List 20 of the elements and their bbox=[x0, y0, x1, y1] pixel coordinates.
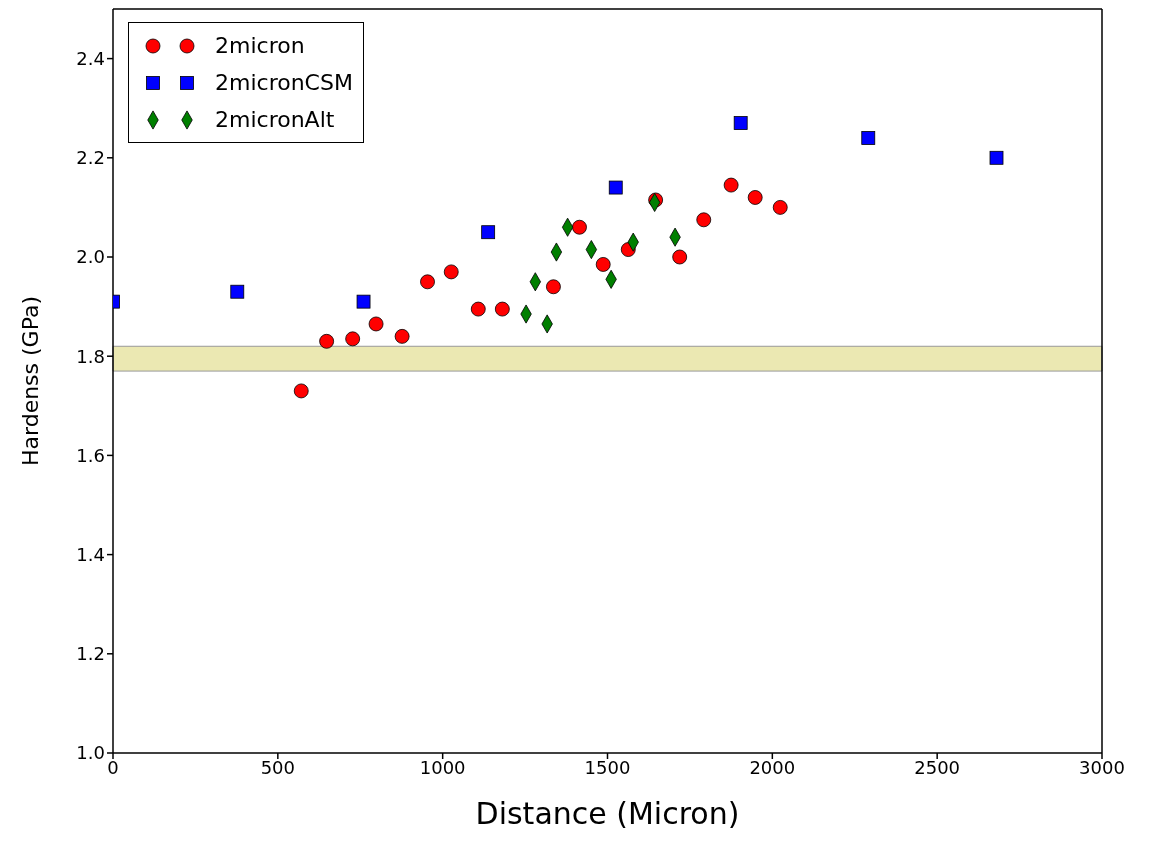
y-tick-label: 1.8 bbox=[76, 345, 105, 367]
x-tick-label: 2500 bbox=[914, 756, 961, 778]
x-tick-label: 3000 bbox=[1079, 756, 1125, 778]
y-tick-label: 2.4 bbox=[76, 47, 105, 69]
x-tick-label: 500 bbox=[260, 756, 296, 778]
y-tick-label: 2.0 bbox=[76, 246, 105, 268]
y-tick-label: 1.2 bbox=[76, 643, 105, 665]
x-tick-label: 1000 bbox=[419, 756, 466, 778]
y-tick-label: 1.6 bbox=[76, 444, 105, 466]
y-tick-label: 2.2 bbox=[76, 147, 105, 169]
legend-label: 2micronAlt bbox=[215, 107, 335, 132]
y-axis-title: Hardenss (GPa) bbox=[17, 295, 43, 467]
x-tick-label: 2000 bbox=[749, 756, 796, 778]
x-tick-label: 1500 bbox=[584, 756, 631, 778]
x-tick-label: 0 bbox=[107, 756, 119, 778]
legend-label: 2micronCSM bbox=[215, 70, 353, 95]
y-tick-label: 1.0 bbox=[76, 742, 105, 764]
y-tick-label: 1.4 bbox=[76, 543, 105, 565]
x-axis-title: Distance (Micron) bbox=[475, 796, 740, 831]
legend-label: 2micron bbox=[215, 33, 305, 58]
